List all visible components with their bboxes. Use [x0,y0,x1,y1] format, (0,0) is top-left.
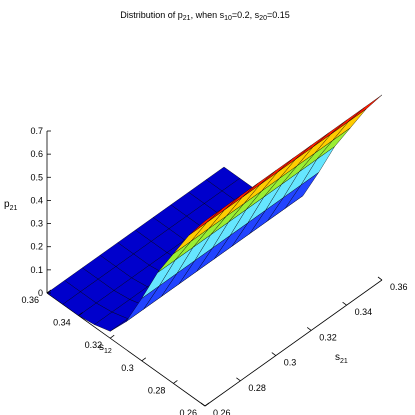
x-tick-label: 0.26 [213,408,231,415]
tick-mark [271,352,277,356]
tick-mark [377,276,383,281]
surface-patch [332,108,367,141]
z-tick-label: 0.7 [30,126,43,136]
z-tick-label: 0.4 [30,195,43,205]
y-tick-label: 0.32 [85,340,103,350]
tick-mark [78,312,83,316]
x-tick-label: 0.34 [355,307,373,317]
chart-title: Distribution of p21, when s10=0.2, s20=0… [120,10,290,22]
x-tick-label: 0.36 [390,282,408,292]
x-tick-label: 0.32 [319,332,337,342]
tick-mark [236,377,241,382]
z-tick-label: 0.3 [30,219,43,229]
z-tick-label: 0.6 [30,149,43,159]
y-axis-label: s12 [99,342,112,355]
z-tick-label: 0.1 [30,265,43,275]
tick-mark [204,402,210,407]
tick-mark [46,289,52,294]
z-axis-label: p21 [4,199,17,212]
y-tick-label: 0.28 [148,385,166,395]
tick-mark [342,301,347,306]
tick-mark [173,380,178,384]
x-axis-label: s21 [335,352,348,365]
x-tick-label: 0.28 [248,383,266,393]
x-axis-line [204,279,383,407]
z-tick-label: 0 [38,288,43,298]
surface-mesh [46,94,383,332]
x-tick-label: 0.3 [284,358,297,368]
tick-mark [141,357,147,362]
y-tick-label: 0.34 [53,318,71,328]
tick-labels: 0 0.1 0.2 0.3 0.4 0.5 0.6 0.7 0.26 0.28 0.3 0.32 0.3… [21,126,407,415]
z-tick-label: 0.2 [30,242,43,252]
tick-mark [109,334,115,339]
tick-mark [306,327,312,331]
y-tick-label: 0.36 [21,295,39,305]
surface-patch [348,94,383,122]
z-tick-label: 0.5 [30,172,43,182]
y-tick-label: 0.26 [179,408,197,415]
tick-mark [200,402,206,407]
y-tick-label: 0.3 [121,363,134,373]
